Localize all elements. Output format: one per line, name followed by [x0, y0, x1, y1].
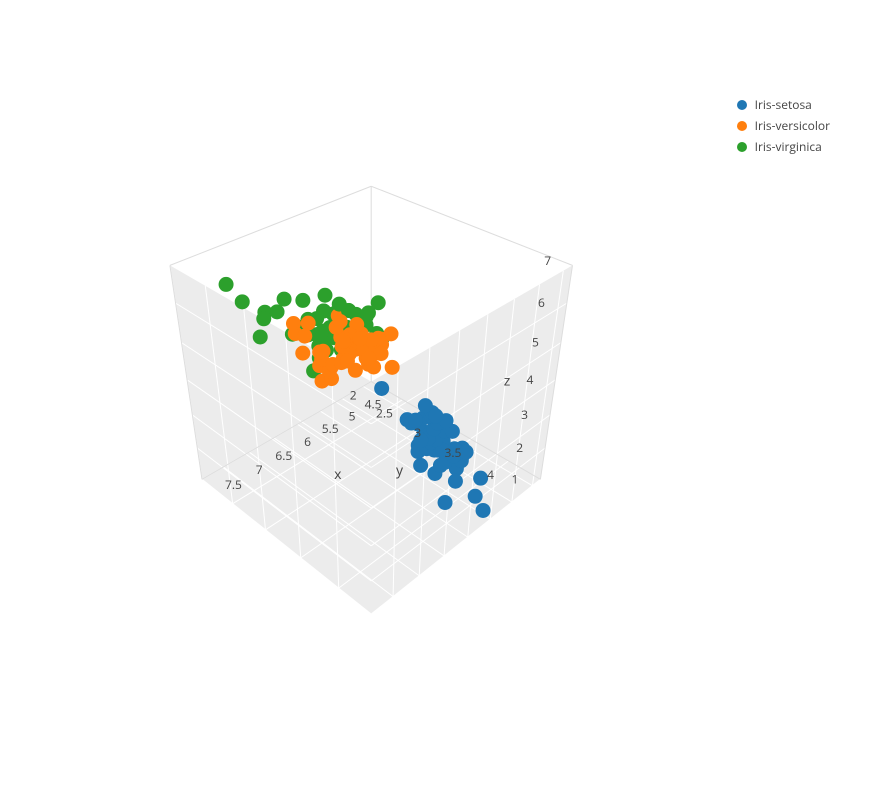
tick-label: 6: [304, 433, 311, 450]
legend-item-versicolor[interactable]: Iris-versicolor: [737, 116, 830, 135]
marker-Iris-virginica[interactable]: [318, 288, 333, 303]
marker-Iris-setosa[interactable]: [476, 503, 491, 518]
z-axis-title: z: [504, 372, 511, 391]
tick-label: 7.5: [225, 476, 242, 493]
tick-label: 6.5: [275, 447, 292, 464]
marker-Iris-versicolor[interactable]: [286, 316, 301, 331]
marker-Iris-virginica[interactable]: [277, 292, 292, 307]
legend: Iris-setosa Iris-versicolor Iris-virgini…: [737, 95, 830, 159]
marker-Iris-versicolor[interactable]: [301, 316, 316, 331]
marker-Iris-versicolor[interactable]: [352, 331, 367, 346]
marker-Iris-virginica[interactable]: [315, 324, 330, 339]
marker-Iris-versicolor[interactable]: [383, 326, 398, 341]
marker-Iris-virginica[interactable]: [253, 329, 268, 344]
marker-Iris-versicolor[interactable]: [340, 354, 355, 369]
marker-Iris-setosa[interactable]: [468, 489, 483, 504]
tick-label: 5.5: [322, 420, 339, 437]
chart-root: Iris-setosa Iris-versicolor Iris-virgini…: [0, 0, 870, 786]
legend-label: Iris-virginica: [755, 137, 822, 156]
tick-label: 1: [512, 470, 519, 487]
legend-swatch-icon: [737, 121, 747, 131]
tick-label: 3.5: [445, 444, 462, 461]
marker-Iris-virginica[interactable]: [332, 297, 347, 312]
tick-label: 2.5: [376, 405, 393, 422]
marker-Iris-virginica[interactable]: [256, 311, 271, 326]
tick-label: 6: [538, 294, 545, 311]
marker-Iris-versicolor[interactable]: [333, 314, 348, 329]
marker-Iris-versicolor[interactable]: [295, 346, 310, 361]
marker-Iris-versicolor[interactable]: [297, 329, 312, 344]
legend-label: Iris-versicolor: [755, 116, 830, 135]
marker-Iris-versicolor[interactable]: [336, 334, 351, 349]
tick-label: 3: [414, 424, 421, 441]
marker-Iris-setosa[interactable]: [438, 495, 453, 510]
marker-Iris-virginica[interactable]: [270, 304, 285, 319]
legend-item-setosa[interactable]: Iris-setosa: [737, 95, 830, 114]
marker-Iris-setosa[interactable]: [413, 458, 428, 473]
legend-label: Iris-setosa: [755, 95, 812, 114]
tick-label: 4: [526, 371, 533, 388]
marker-Iris-virginica[interactable]: [295, 293, 310, 308]
grid-line: [371, 186, 572, 265]
tick-label: 5: [532, 334, 539, 351]
marker-Iris-virginica[interactable]: [371, 295, 386, 310]
marker-Iris-versicolor[interactable]: [312, 345, 327, 360]
marker-Iris-setosa[interactable]: [448, 474, 463, 489]
marker-Iris-versicolor[interactable]: [361, 351, 376, 366]
tick-label: 4: [487, 466, 494, 483]
scene-svg: 4.555.566.577.522.533.541234567xyz: [80, 170, 640, 630]
tick-label: 5: [349, 407, 356, 424]
marker-Iris-virginica[interactable]: [219, 277, 234, 292]
legend-swatch-icon: [737, 142, 747, 152]
scene-3d[interactable]: 4.555.566.577.522.533.541234567xyz: [80, 170, 640, 630]
tick-label: 2: [516, 439, 523, 456]
tick-label: 7: [544, 252, 551, 269]
grid-line: [170, 186, 371, 265]
marker-Iris-setosa[interactable]: [374, 381, 389, 396]
y-axis-title: y: [396, 461, 404, 480]
marker-Iris-setosa[interactable]: [428, 408, 443, 423]
legend-item-virginica[interactable]: Iris-virginica: [737, 137, 830, 156]
tick-label: 7: [256, 461, 263, 478]
tick-label: 2: [350, 387, 357, 404]
marker-Iris-versicolor[interactable]: [385, 360, 400, 375]
marker-Iris-setosa[interactable]: [473, 471, 488, 486]
tick-label: 3: [521, 406, 528, 423]
x-axis-title: x: [334, 465, 342, 484]
marker-Iris-virginica[interactable]: [235, 294, 250, 309]
legend-swatch-icon: [737, 100, 747, 110]
